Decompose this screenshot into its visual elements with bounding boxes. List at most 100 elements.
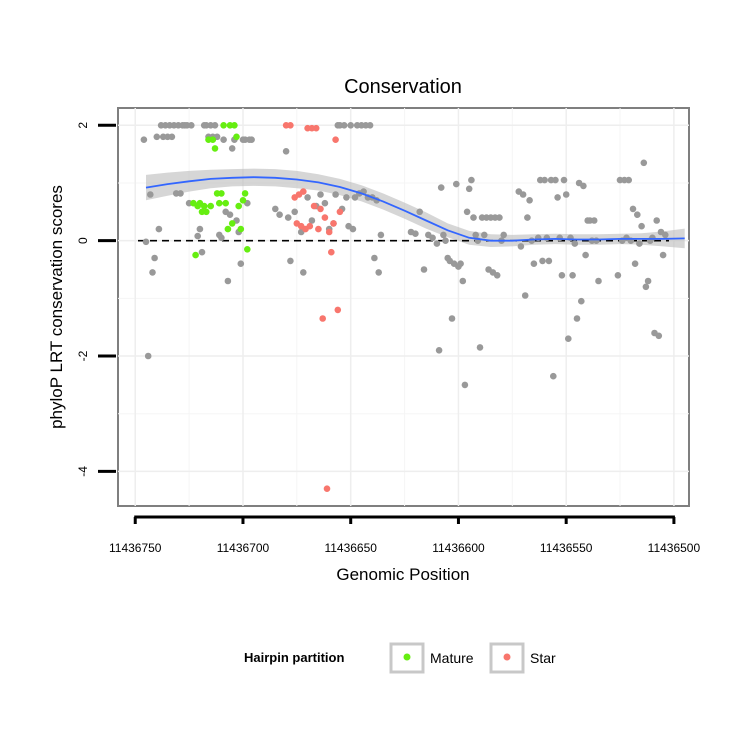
point-other xyxy=(517,243,525,250)
point-mature xyxy=(231,122,238,129)
y-tick-label: -2 xyxy=(76,350,90,361)
point-other xyxy=(448,315,456,322)
point-other xyxy=(653,217,660,224)
point-other xyxy=(530,260,538,268)
y-tick-label: 0 xyxy=(76,237,90,244)
point-star xyxy=(317,205,324,213)
point-other xyxy=(433,240,441,247)
point-other xyxy=(412,230,419,237)
point-other xyxy=(500,231,508,239)
point-other xyxy=(614,272,622,279)
point-other xyxy=(636,240,643,247)
point-other xyxy=(272,205,279,213)
point-other xyxy=(317,191,324,198)
point-other xyxy=(649,234,656,242)
point-other xyxy=(580,182,587,190)
point-other xyxy=(569,272,576,279)
point-mature xyxy=(235,202,242,210)
x-tick-label: 11436750 xyxy=(109,541,162,555)
point-other xyxy=(463,208,471,216)
point-other xyxy=(640,159,648,167)
point-mature xyxy=(224,225,232,233)
point-other xyxy=(457,260,464,268)
point-other xyxy=(211,122,219,129)
point-other xyxy=(218,234,225,242)
point-other xyxy=(371,254,378,262)
point-other xyxy=(220,136,227,143)
point-other xyxy=(321,199,329,207)
point-other xyxy=(519,191,527,198)
point-other xyxy=(493,272,501,279)
point-star xyxy=(287,122,294,129)
point-other xyxy=(556,234,563,242)
point-other xyxy=(573,315,581,322)
point-star xyxy=(315,225,322,233)
point-mature xyxy=(237,225,245,233)
point-other xyxy=(524,214,531,221)
point-other xyxy=(476,344,484,351)
point-other xyxy=(226,211,234,218)
point-other xyxy=(287,257,294,265)
point-other xyxy=(377,231,385,239)
smooth-confidence-band xyxy=(146,168,685,249)
point-other xyxy=(554,194,561,201)
point-mature xyxy=(228,220,236,227)
point-other xyxy=(420,266,428,273)
point-other xyxy=(545,257,553,265)
point-other xyxy=(465,185,473,193)
point-other xyxy=(521,292,529,299)
point-other xyxy=(526,197,533,204)
point-other xyxy=(151,254,158,262)
point-other xyxy=(149,269,156,276)
point-other xyxy=(578,297,585,305)
point-mature xyxy=(220,122,227,129)
point-mature xyxy=(209,136,217,143)
trend-line xyxy=(145,176,685,242)
point-other xyxy=(142,238,150,246)
point-other xyxy=(153,133,161,141)
legend: Hairpin partition Mature Star xyxy=(244,642,556,674)
point-other xyxy=(528,237,535,244)
point-other xyxy=(144,352,152,360)
point-other xyxy=(468,176,475,184)
chart-title: Conservation xyxy=(344,76,462,98)
point-other xyxy=(177,190,184,197)
point-other xyxy=(595,277,602,285)
point-other xyxy=(416,208,424,216)
point-other xyxy=(198,248,206,256)
point-star xyxy=(336,208,344,216)
x-axis-title: Genomic Position xyxy=(336,565,469,584)
point-mature xyxy=(241,190,249,197)
point-star xyxy=(300,188,307,195)
point-other xyxy=(470,214,477,221)
point-star xyxy=(323,485,331,493)
point-mature xyxy=(233,133,240,141)
point-star xyxy=(328,248,335,256)
point-other xyxy=(224,277,232,285)
point-other xyxy=(571,240,579,247)
point-other xyxy=(634,211,641,218)
point-other xyxy=(343,194,350,201)
y-tick-label: -4 xyxy=(76,466,90,477)
point-other xyxy=(552,176,559,184)
point-other xyxy=(435,347,443,354)
point-other xyxy=(168,133,176,141)
point-mature xyxy=(244,246,251,253)
point-mature xyxy=(200,202,208,210)
point-other xyxy=(332,191,339,198)
point-mature xyxy=(203,208,210,216)
point-other xyxy=(659,251,667,259)
point-star xyxy=(330,220,337,227)
point-star xyxy=(312,124,320,132)
point-other xyxy=(248,136,255,143)
point-other xyxy=(625,176,632,184)
legend-label-star: Star xyxy=(530,650,556,666)
point-other xyxy=(228,145,236,152)
point-mature xyxy=(222,199,229,207)
point-star xyxy=(319,315,327,322)
point-other xyxy=(539,257,546,265)
plot-panel xyxy=(117,107,690,507)
y-axis-title: phyloP LRT conservation scores xyxy=(47,185,66,429)
point-mature xyxy=(239,197,247,204)
